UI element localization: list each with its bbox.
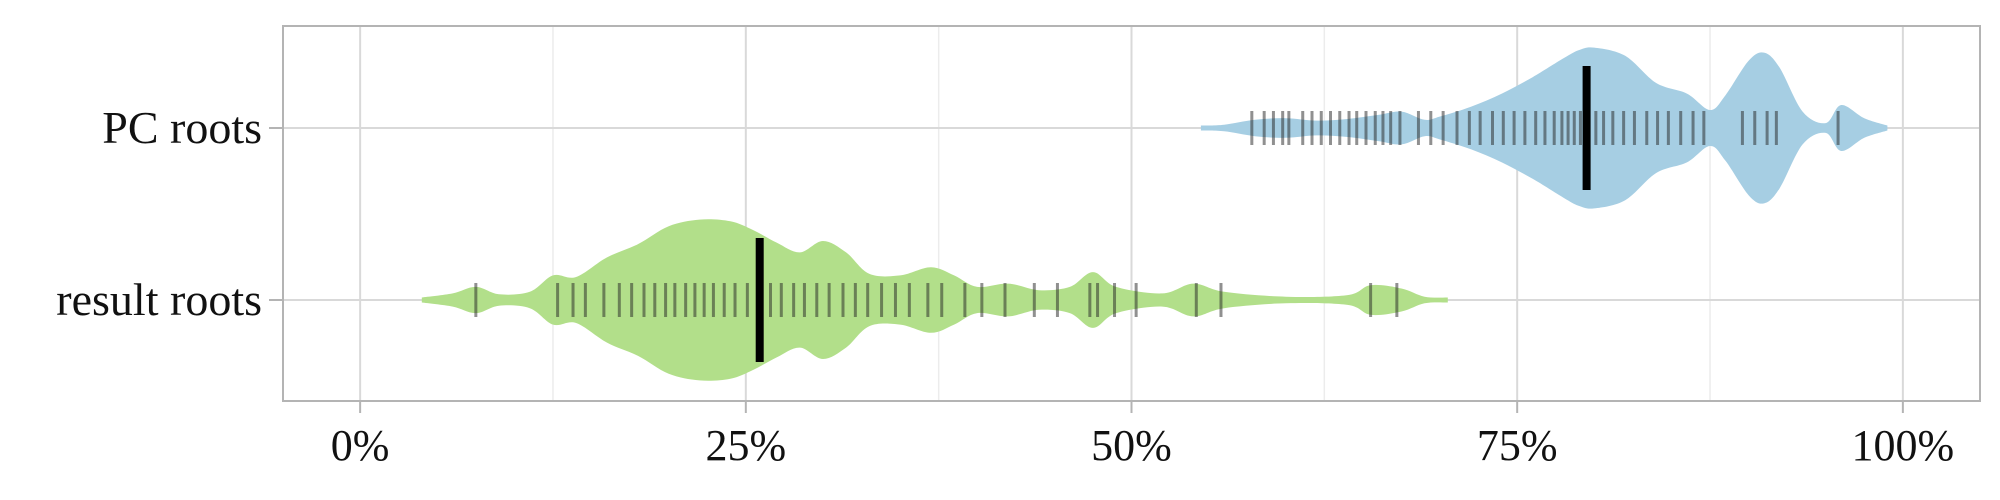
x-tick-label: 25% [705,421,786,470]
median-layer [755,66,1591,362]
x-axis-ticks: 0% 25% 50% 75% 100% [331,401,1954,470]
point-layer [474,111,1840,317]
category-label: result roots [56,274,262,325]
y-axis-categories: PC roots result roots [56,102,283,325]
category-label: PC roots [102,102,262,153]
x-tick-label: 100% [1852,421,1955,470]
violin-shape [421,219,1448,381]
x-tick-label: 50% [1091,421,1172,470]
x-tick-label: 75% [1477,421,1558,470]
x-tick-label: 0% [331,421,390,470]
